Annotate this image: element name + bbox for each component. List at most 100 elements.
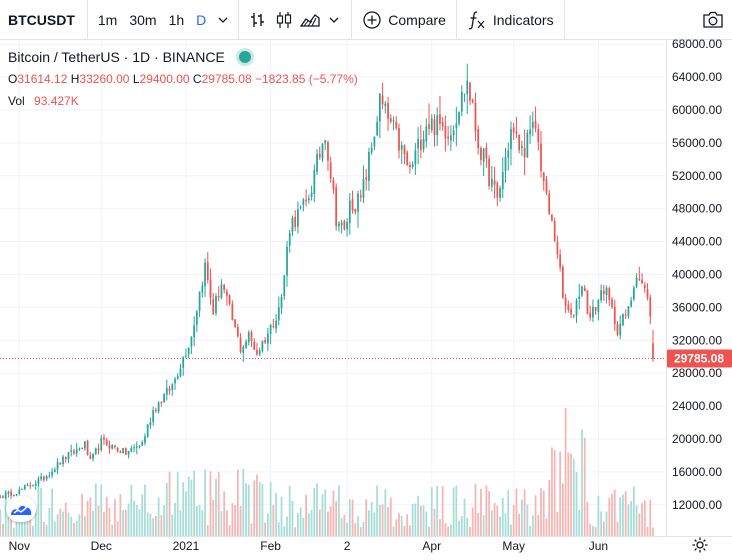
volume-bar bbox=[551, 447, 553, 536]
volume-bar bbox=[318, 509, 321, 536]
candle-body bbox=[545, 179, 548, 193]
bar-style-icon[interactable] bbox=[245, 7, 271, 33]
volume-bar bbox=[359, 527, 362, 536]
volume-bar bbox=[291, 500, 294, 536]
candle-body bbox=[138, 445, 141, 447]
compare-button[interactable]: Compare bbox=[352, 0, 457, 40]
volume-bar bbox=[51, 488, 53, 536]
candle-body bbox=[67, 452, 70, 460]
volume-bar bbox=[83, 516, 86, 536]
candle-body bbox=[510, 128, 512, 149]
candle-body bbox=[185, 355, 187, 357]
volume-bar bbox=[589, 523, 592, 536]
candle-body bbox=[616, 324, 619, 335]
volume-bar bbox=[545, 518, 548, 536]
volume-bar bbox=[581, 429, 583, 536]
volume-bar bbox=[64, 502, 67, 536]
gear-icon[interactable] bbox=[690, 535, 710, 555]
candle-body bbox=[280, 297, 283, 309]
candle-body bbox=[340, 222, 343, 226]
candle-body bbox=[548, 193, 551, 214]
candle-body bbox=[430, 118, 433, 131]
volume-bar bbox=[449, 524, 452, 536]
volume-bar bbox=[327, 511, 329, 536]
volume-bar bbox=[239, 505, 242, 536]
volume-bar bbox=[460, 516, 463, 536]
volume-bar bbox=[155, 515, 157, 536]
volume-bar bbox=[179, 510, 182, 536]
candle-body bbox=[37, 478, 40, 484]
chevron-down-icon[interactable] bbox=[212, 17, 234, 23]
candle-body bbox=[488, 158, 490, 186]
chart-legend: Bitcoin / TetherUS · 1D · BINANCE O31614… bbox=[8, 47, 358, 111]
volume-bar bbox=[247, 484, 250, 536]
volume-bar bbox=[488, 491, 490, 536]
candle-body bbox=[395, 121, 398, 129]
candle-body bbox=[600, 290, 602, 301]
volume-bar bbox=[515, 488, 518, 536]
legend-title: Bitcoin / TetherUS · 1D · BINANCE bbox=[8, 49, 225, 65]
last-price-line: 29785.08 bbox=[0, 349, 732, 368]
tradingview-logo-icon[interactable] bbox=[6, 496, 36, 522]
price-tick-label: 64000.00 bbox=[672, 70, 722, 84]
volume-bar bbox=[619, 497, 622, 536]
price-tick-label: 32000.00 bbox=[672, 333, 722, 347]
volume-bar bbox=[256, 474, 258, 536]
interval-d[interactable]: D bbox=[196, 11, 207, 28]
candle-body bbox=[327, 142, 329, 161]
volume-bar bbox=[392, 526, 395, 536]
volume-bar bbox=[400, 516, 403, 536]
candle-body bbox=[179, 368, 182, 377]
volume-bar bbox=[26, 519, 29, 536]
area-style-icon[interactable] bbox=[297, 7, 323, 33]
volume-bar bbox=[480, 488, 482, 536]
indicators-button[interactable]: Indicators bbox=[457, 0, 565, 40]
volume-bar bbox=[0, 509, 2, 536]
candle-body bbox=[551, 215, 553, 221]
candle-body bbox=[190, 337, 193, 347]
volume-bar bbox=[234, 505, 236, 536]
candle-body bbox=[365, 177, 368, 180]
candle-body bbox=[220, 284, 223, 298]
candle-body bbox=[373, 136, 376, 147]
candle-body bbox=[127, 451, 130, 456]
candle-body bbox=[581, 286, 583, 296]
volume-bar bbox=[490, 510, 493, 536]
volume-bar bbox=[534, 495, 537, 536]
chevron-down-icon[interactable] bbox=[323, 17, 345, 23]
volume-bar bbox=[433, 508, 436, 536]
time-tick-label: Apr bbox=[422, 539, 441, 553]
volume-bar bbox=[299, 507, 302, 536]
candle-body bbox=[206, 262, 209, 281]
volume-bar bbox=[501, 498, 504, 536]
candle-body bbox=[567, 304, 570, 311]
volume-bar bbox=[499, 516, 501, 536]
volume-bar bbox=[542, 490, 545, 536]
price-tick-label: 16000.00 bbox=[672, 465, 722, 479]
camera-icon[interactable] bbox=[700, 7, 726, 33]
candle-body bbox=[504, 156, 507, 172]
candle-body bbox=[537, 128, 540, 142]
symbol-search[interactable]: BTCUSDT bbox=[0, 0, 88, 40]
candle-style-icon[interactable] bbox=[271, 7, 297, 33]
open-value: 31614.12 bbox=[17, 72, 68, 86]
volume-bar bbox=[286, 516, 288, 536]
candle-body bbox=[496, 182, 499, 198]
interval-1m[interactable]: 1m bbox=[97, 11, 118, 28]
candle-body bbox=[635, 278, 638, 287]
volume-bar bbox=[343, 514, 346, 536]
time-tick-label: Feb bbox=[260, 539, 281, 553]
candle-body bbox=[215, 295, 217, 314]
interval-30m[interactable]: 30m bbox=[129, 11, 157, 28]
interval-1h[interactable]: 1h bbox=[168, 11, 185, 28]
candle-body bbox=[135, 446, 138, 448]
volume-bar bbox=[340, 518, 343, 536]
candle-body bbox=[622, 314, 624, 326]
volume-bar bbox=[116, 521, 119, 536]
volume-bar bbox=[652, 527, 654, 536]
candle-body bbox=[2, 496, 4, 498]
candle-body bbox=[163, 394, 165, 403]
candle-body bbox=[297, 209, 299, 227]
volume-bar bbox=[406, 514, 409, 536]
